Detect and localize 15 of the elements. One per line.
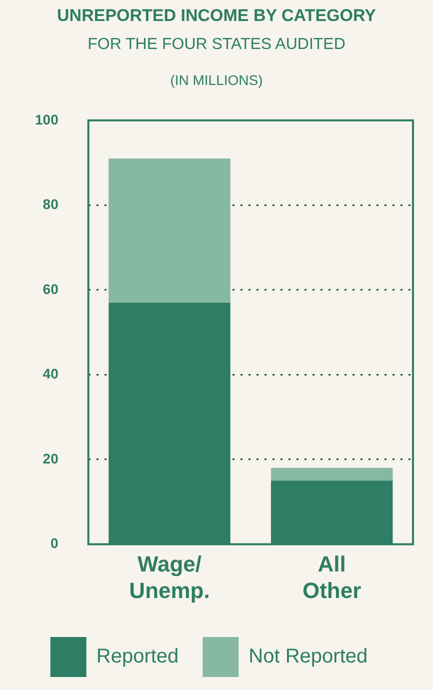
x-tick-label: Wage/ Unemp. bbox=[129, 551, 210, 603]
bar bbox=[270, 468, 393, 481]
chart-subtitle: FOR THE FOUR STATES AUDITED bbox=[86, 36, 346, 54]
bar bbox=[108, 158, 230, 303]
y-tick-label: 100 bbox=[35, 111, 59, 128]
y-axis-title: (IN MILLIONS) bbox=[169, 72, 264, 88]
y-tick-label: 40 bbox=[42, 366, 59, 382]
legend-label: Not Reported bbox=[248, 646, 368, 668]
chart-title: UNREPORTED INCOME BY CATEGORY bbox=[56, 6, 377, 26]
y-tick-label: 0 bbox=[50, 535, 59, 552]
y-tick-label: 60 bbox=[42, 280, 59, 297]
y-tick-label: 20 bbox=[42, 450, 59, 466]
y-tick-label: 80 bbox=[42, 196, 59, 212]
legend-label: Reported bbox=[96, 646, 179, 668]
x-tick-label: All Other bbox=[302, 551, 362, 603]
